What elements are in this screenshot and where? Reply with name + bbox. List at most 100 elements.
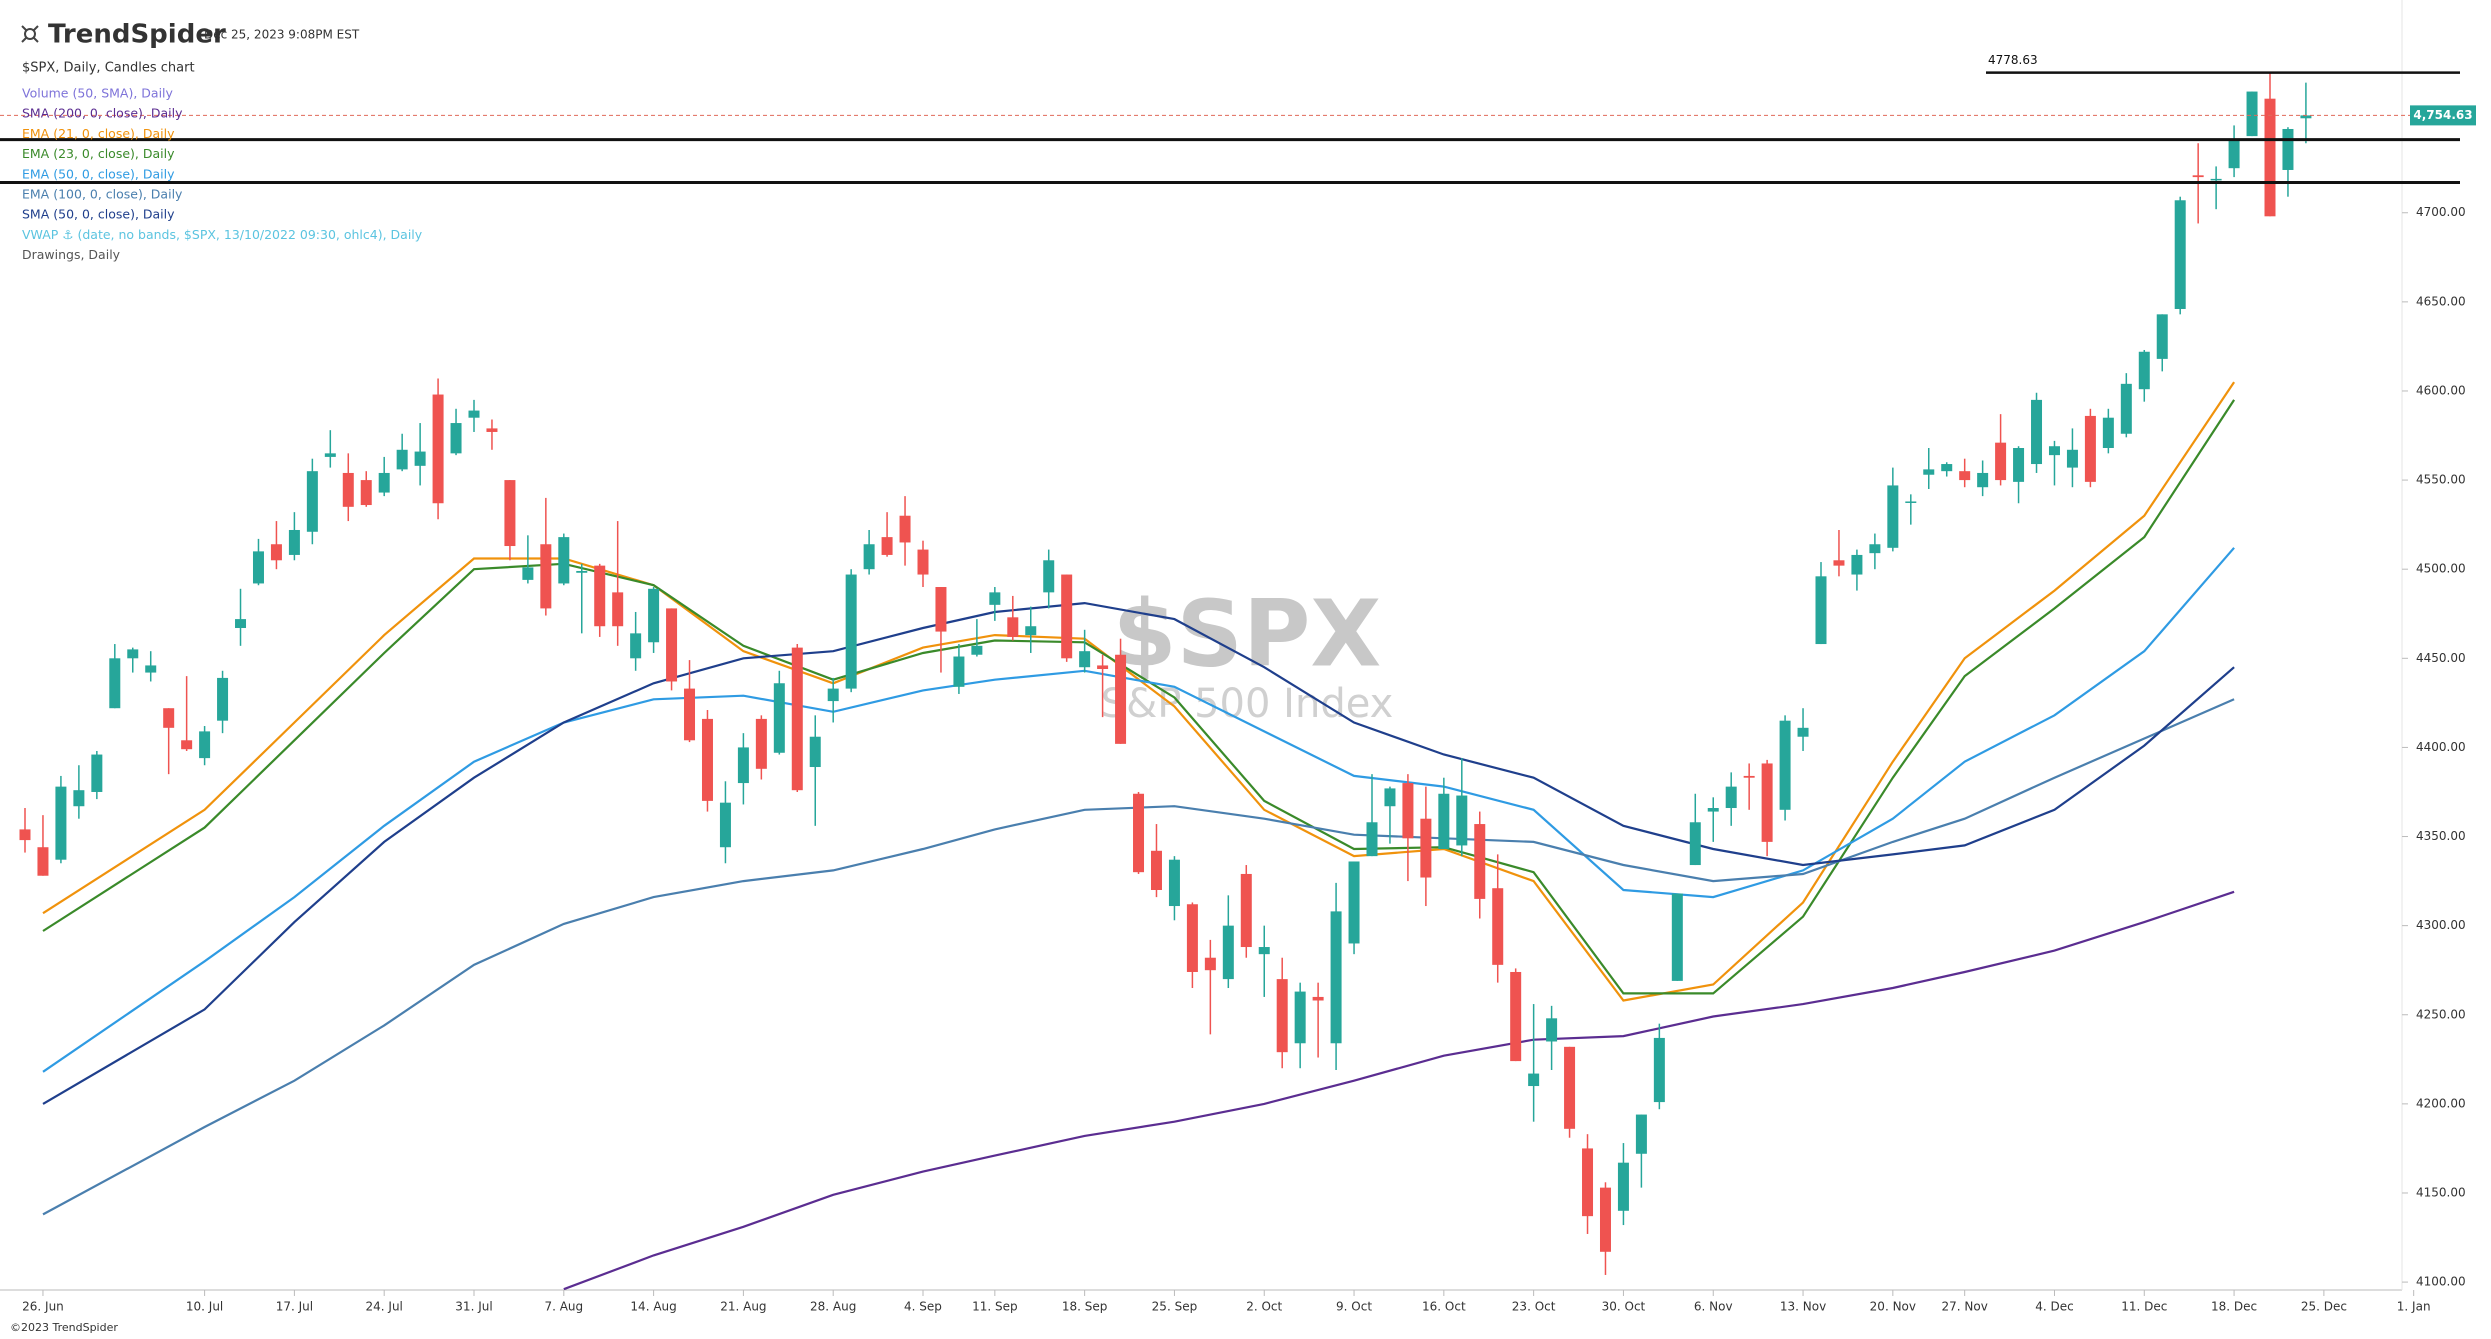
- candle-body: [737, 747, 749, 784]
- candle-body: [953, 656, 965, 687]
- x-tick-label: 24. Jul: [366, 1300, 403, 1314]
- candle-body: [1707, 808, 1719, 812]
- candle-body: [1438, 793, 1450, 850]
- legend-entry: VWAP ⚓ (date, no bands, $SPX, 13/10/2022…: [22, 227, 423, 242]
- candle-body: [1025, 626, 1037, 636]
- candle-body: [2264, 98, 2276, 217]
- candle-body: [1743, 775, 1755, 778]
- x-tick-label: 11. Dec: [2121, 1300, 2167, 1314]
- x-tick-label: 27. Nov: [1942, 1300, 1988, 1314]
- candle-body: [1258, 947, 1270, 955]
- candle-body: [306, 471, 318, 532]
- candle-body: [1186, 904, 1198, 972]
- candle-body: [558, 537, 570, 584]
- candle-body: [2120, 383, 2132, 434]
- candle-body: [2138, 351, 2150, 390]
- candle-body: [1653, 1037, 1665, 1103]
- indicator-line: [42, 601, 2235, 1105]
- candle-body: [1150, 850, 1162, 890]
- x-tick-label: 18. Sep: [1062, 1300, 1108, 1314]
- candle-body: [1330, 911, 1342, 1044]
- x-tick-label: 25. Sep: [1152, 1300, 1198, 1314]
- x-tick-label: 13. Nov: [1780, 1300, 1826, 1314]
- y-tick-label: 4400.00: [2416, 740, 2466, 754]
- candle-body: [755, 718, 767, 769]
- candle-body: [684, 688, 696, 741]
- candle-body: [1761, 763, 1773, 842]
- x-tick-label: 20. Nov: [1870, 1300, 1916, 1314]
- candle-body: [1204, 957, 1216, 971]
- candle-body: [1294, 991, 1306, 1044]
- x-tick-label: 4. Sep: [904, 1300, 942, 1314]
- candle-body: [809, 736, 821, 768]
- candle-body: [1402, 783, 1414, 839]
- candle-body: [1384, 788, 1396, 807]
- candle-body: [342, 472, 354, 507]
- candle-body: [145, 665, 157, 673]
- x-tick-label: 2. Oct: [1246, 1300, 1282, 1314]
- candle-body: [863, 544, 875, 570]
- candle-body: [378, 472, 390, 493]
- candle-body: [1312, 996, 1324, 1001]
- candle-body: [540, 544, 552, 609]
- candle-body: [1168, 859, 1180, 907]
- candle-body: [1564, 1046, 1576, 1129]
- candle-body: [1528, 1073, 1540, 1087]
- candle-body: [1115, 654, 1127, 744]
- chart-label: $SPX, Daily, Candles chart: [22, 61, 195, 76]
- candle-body: [648, 588, 660, 643]
- candle-body: [576, 570, 588, 573]
- logo-icon: [21, 25, 39, 43]
- candle-body: [163, 708, 175, 728]
- candle-body: [127, 649, 139, 659]
- x-tick-label: 17. Jul: [276, 1300, 313, 1314]
- indicator-line: [42, 399, 2236, 995]
- y-tick-label: 4600.00: [2416, 383, 2466, 397]
- y-tick-label: 4150.00: [2416, 1185, 2466, 1199]
- y-tick-label: 4250.00: [2416, 1007, 2466, 1021]
- candle-body: [845, 574, 857, 689]
- candle-body: [899, 515, 911, 543]
- candle-body: [1079, 651, 1091, 668]
- candle-body: [1276, 979, 1288, 1053]
- candle-body: [288, 529, 300, 555]
- candle-body: [1474, 824, 1486, 899]
- last-price-box: [2410, 105, 2476, 126]
- candle-body: [2174, 200, 2186, 309]
- candle-body: [504, 480, 516, 547]
- legend-entry: Drawings, Daily: [22, 247, 121, 262]
- brand: TrendSpider: [48, 20, 226, 50]
- candle-body: [1007, 617, 1019, 637]
- candle-body: [773, 683, 785, 753]
- y-tick-label: 4500.00: [2416, 562, 2466, 576]
- legend-entry: Volume (50, SMA), Daily: [22, 86, 174, 101]
- candle-body: [217, 677, 229, 721]
- candle-body: [181, 740, 193, 750]
- x-tick-label: 28. Aug: [810, 1300, 856, 1314]
- candle-body: [91, 754, 103, 792]
- candle-body: [270, 544, 282, 561]
- candle-body: [1546, 1018, 1558, 1042]
- candle-body: [1887, 485, 1899, 548]
- legend-entry: EMA (23, 0, close), Daily: [22, 146, 175, 161]
- candle-body: [450, 423, 462, 454]
- candle-body: [1599, 1187, 1611, 1252]
- y-tick-label: 4650.00: [2416, 294, 2466, 308]
- x-tick-label: 7. Aug: [544, 1300, 583, 1314]
- footer: ©2023 TrendSpider: [10, 1321, 118, 1334]
- candle-body: [666, 608, 678, 682]
- candle-body: [2300, 115, 2312, 119]
- candle-body: [881, 537, 893, 555]
- candle-body: [1779, 720, 1791, 810]
- candle-body: [37, 847, 49, 876]
- candle-body: [2031, 399, 2043, 465]
- candle-body: [1995, 442, 2007, 481]
- candle-body: [1977, 472, 1989, 488]
- y-tick-label: 4700.00: [2416, 205, 2466, 219]
- resistance-label: 4778.63: [1988, 53, 2038, 67]
- candle-body: [917, 549, 929, 575]
- candle-body: [1348, 861, 1360, 944]
- indicator-line: [563, 890, 2235, 1290]
- candle-body: [2282, 128, 2294, 170]
